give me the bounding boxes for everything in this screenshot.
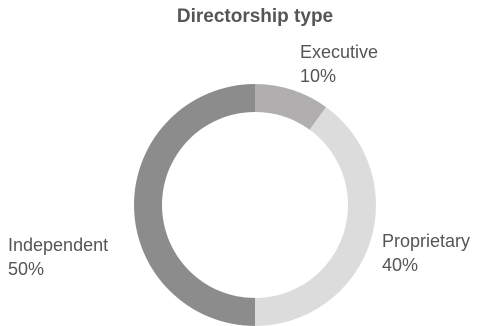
slice-label-executive-name: Executive (300, 42, 379, 62)
slice-executive (255, 84, 327, 130)
slice-label-executive: Executive 10% (300, 40, 378, 88)
slice-label-proprietary-name: Proprietary (382, 231, 471, 251)
slice-proprietary (255, 107, 376, 326)
slice-label-independent: Independent 50% (8, 233, 108, 281)
slice-independent (134, 84, 255, 326)
slice-label-independent-value: 50% (8, 259, 45, 279)
chart-title: Directorship type (176, 6, 334, 27)
slice-label-proprietary-value: 40% (382, 255, 419, 275)
slice-label-proprietary: Proprietary 40% (382, 229, 470, 277)
slice-label-independent-name: Independent (8, 235, 109, 255)
donut-slices (134, 84, 376, 326)
slice-label-executive-value: 10% (300, 66, 337, 86)
